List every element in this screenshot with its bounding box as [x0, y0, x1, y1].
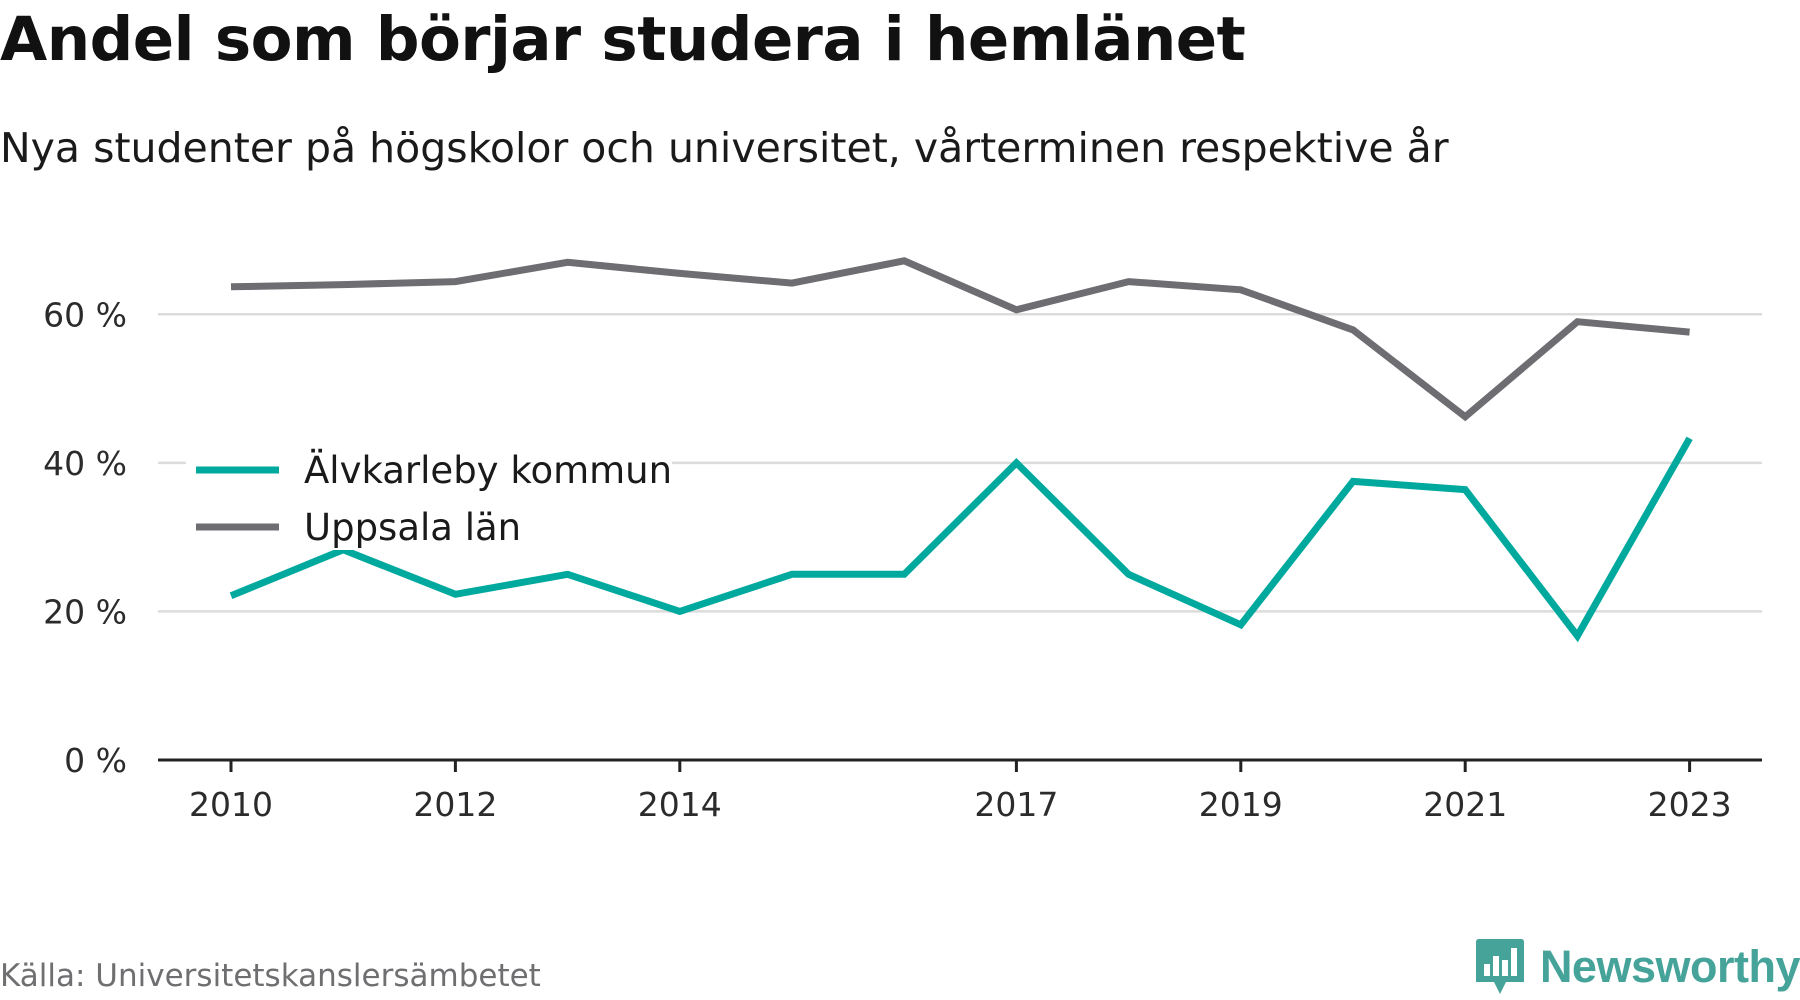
legend-label: Älvkarleby kommun: [304, 449, 672, 492]
brand[interactable]: Newsworthy: [1474, 938, 1800, 996]
series-line-alvkarleby: [229, 436, 1693, 643]
x-axis: 2010 2012 2014 2017 2019 2021 2023: [158, 758, 1762, 824]
x-tick-label: 2021: [1423, 785, 1507, 824]
newsworthy-logo-icon: [1475, 939, 1524, 994]
y-tick-label: 20 %: [43, 592, 127, 631]
chart-title: Andel som börjar studera i hemlänet: [0, 4, 1246, 75]
legend-background: [186, 440, 672, 550]
series-line-uppsala: [230, 257, 1690, 422]
line-chart: 0 % 20 % 40 % 60 % 2010 2012 2014 2017 2019 2021…: [43, 257, 1762, 824]
brand-name: Newsworthy: [1539, 941, 1800, 992]
y-axis-ticks: 0 % 20 % 40 % 60 %: [43, 295, 127, 780]
y-tick-label: 60 %: [43, 295, 127, 334]
source-note: Källa: Universitetskanslersämbetet: [0, 958, 541, 994]
x-tick-label: 2017: [974, 785, 1058, 824]
chart-subtitle: Nya studenter på högskolor och universit…: [0, 124, 1449, 172]
x-tick-label: 2010: [189, 785, 273, 824]
legend-label: Uppsala län: [304, 506, 521, 549]
legend: Älvkarleby kommun Uppsala län: [186, 440, 672, 550]
x-tick-label: 2012: [413, 785, 497, 824]
y-tick-label: 40 %: [43, 444, 127, 483]
x-tick-label: 2023: [1648, 785, 1732, 824]
x-tick-label: 2014: [638, 785, 722, 824]
x-tick-label: 2019: [1199, 785, 1283, 824]
series-lines: [229, 257, 1693, 643]
y-tick-label: 0 %: [64, 741, 127, 780]
